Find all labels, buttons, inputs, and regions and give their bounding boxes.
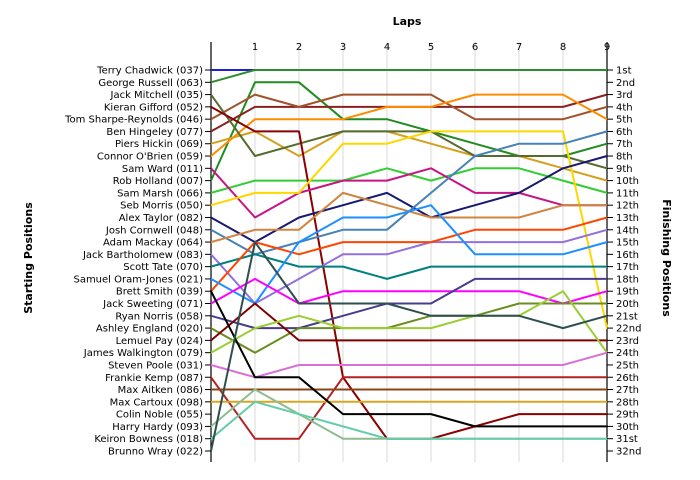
driver-label: Sam Ward (011)	[122, 164, 203, 175]
finish-label: 23rd	[616, 336, 639, 347]
driver-label: Adam Mackay (064)	[103, 238, 203, 249]
finish-label: 9th	[616, 164, 633, 175]
series-line-24	[210, 290, 608, 354]
x-tick-label: 3	[340, 42, 346, 53]
series-line-25	[210, 351, 608, 379]
finish-label: 2nd	[616, 78, 635, 89]
x-tick-label: 8	[560, 42, 566, 53]
driver-label: Seb Morris (050)	[120, 201, 203, 212]
driver-label: Colin Noble (055)	[116, 410, 203, 421]
series-line-20	[210, 277, 608, 305]
driver-label: Terry Chadwick (037)	[96, 66, 203, 77]
x-tick-label: 1	[252, 42, 258, 53]
grid-lines	[210, 42, 608, 462]
series-line-12	[210, 130, 608, 330]
x-tick-label: 5	[428, 42, 434, 53]
finish-label: 12th	[616, 201, 639, 212]
finish-label: 18th	[616, 274, 639, 285]
series-line-32	[210, 241, 608, 452]
driver-label: Max Cartoux (098)	[110, 397, 204, 408]
driver-label: Keiron Bowness (018)	[94, 434, 203, 445]
y-axis-title-right: Finishing Positions	[660, 199, 673, 317]
driver-label: Brunno Wray (022)	[108, 446, 203, 457]
series-line-18	[210, 216, 608, 293]
driver-label: Ashley England (020)	[96, 324, 203, 335]
driver-label: Harry Hardy (093)	[112, 422, 203, 433]
finish-label: 30th	[616, 422, 639, 433]
series-line-29	[210, 290, 608, 428]
finish-label: 14th	[616, 225, 639, 236]
finish-label: 31st	[616, 434, 638, 445]
y-axis-title-left: Starting Positions	[22, 202, 35, 314]
series-line-21	[210, 277, 608, 330]
driver-label: Jack Mitchell (035)	[110, 90, 204, 101]
finish-label: 19th	[616, 287, 639, 298]
x-tick-label: 6	[472, 42, 478, 53]
driver-label: Lemuel Pay (024)	[116, 336, 204, 347]
series-line-2	[210, 69, 608, 84]
driver-label: Rob Holland (007)	[113, 176, 203, 187]
series-line-26	[210, 376, 608, 440]
finish-label: 27th	[616, 385, 639, 396]
finish-label: 4th	[616, 102, 633, 113]
driver-label: Scott Tate (070)	[123, 262, 203, 273]
finish-label: 29th	[616, 410, 639, 421]
finish-label: 15th	[616, 238, 639, 249]
finish-label: 20th	[616, 299, 639, 310]
finish-label: 26th	[616, 373, 639, 384]
driver-label: Josh Cornwell (048)	[105, 225, 203, 236]
finish-label: 16th	[616, 250, 639, 261]
driver-label: Brett Smith (039)	[116, 287, 203, 298]
driver-label: Connor O'Brien (059)	[97, 152, 203, 163]
series-line-31	[210, 400, 608, 440]
driver-label: Jack Bartholomew (083)	[82, 250, 203, 261]
x-axis-title: Laps	[393, 15, 422, 28]
finish-label: 13th	[616, 213, 639, 224]
finish-label: 25th	[616, 360, 639, 371]
tick-labels: 1 2 3 4 5 6 7 8 9 Terry Chadwick (037)George Russ…	[64, 42, 641, 457]
series-line-17	[210, 253, 608, 280]
driver-label: Jack Sweeting (071)	[102, 299, 203, 310]
x-tick-label: 4	[384, 42, 390, 53]
driver-label: Ryan Norris (058)	[115, 311, 203, 322]
series-line-5	[210, 93, 608, 121]
finish-label: 10th	[616, 176, 639, 187]
driver-label: James Walkington (079)	[83, 348, 203, 359]
x-tick-label: 2	[296, 42, 302, 53]
driver-label: Ben Hingeley (077)	[106, 127, 203, 138]
x-tick-label: 7	[516, 42, 522, 53]
x-tick-label: 9	[604, 42, 610, 53]
series-lines	[210, 69, 608, 452]
driver-label: Sam Marsh (066)	[117, 188, 203, 199]
finish-label: 3rd	[616, 90, 633, 101]
finish-label: 5th	[616, 115, 633, 126]
series-line-7	[210, 93, 608, 157]
driver-label: Kieran Gifford (052)	[104, 102, 203, 113]
driver-label: Steven Poole (031)	[108, 360, 203, 371]
finish-label: 28th	[616, 397, 639, 408]
finish-label: 8th	[616, 152, 633, 163]
finish-label: 17th	[616, 262, 639, 273]
series-line-11	[210, 167, 608, 219]
series-line-8	[210, 93, 608, 170]
finish-label: 7th	[616, 139, 633, 150]
finish-label: 22nd	[616, 324, 641, 335]
driver-label: Max Aitken (086)	[118, 385, 203, 396]
driver-label: Alex Taylor (082)	[119, 213, 203, 224]
finish-label: 11th	[616, 188, 639, 199]
finish-label: 6th	[616, 127, 633, 138]
finish-label: 1st	[616, 66, 632, 77]
driver-label: Samuel Oram-Jones (021)	[73, 274, 203, 285]
driver-label: Piers Hickin (069)	[115, 139, 203, 150]
finish-label: 24th	[616, 348, 639, 359]
driver-label: Frankie Kemp (087)	[105, 373, 203, 384]
driver-label: George Russell (063)	[98, 78, 203, 89]
driver-label: Tom Sharpe-Reynolds (046)	[64, 115, 203, 126]
finish-label: 32nd	[616, 446, 641, 457]
finish-label: 21st	[616, 311, 638, 322]
